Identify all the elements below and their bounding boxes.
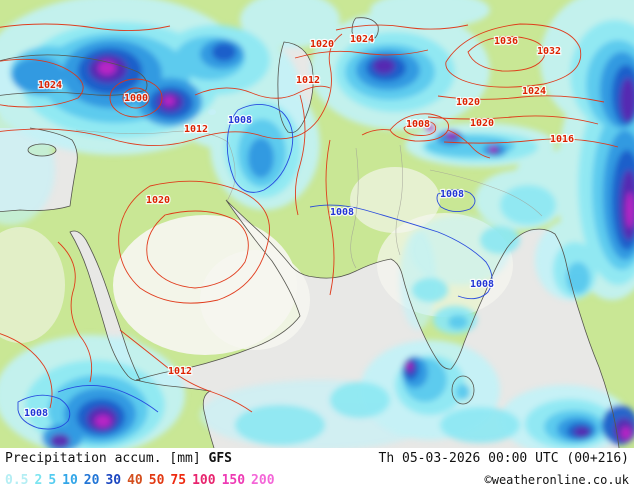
isobar-label: 1012 [296, 75, 320, 86]
precip-legend: 0.5 2 5 10 20 30 40 50 75 100 150 200 [5, 468, 281, 490]
isobar-label: 1008 [24, 408, 48, 419]
isobar-label: 1008 [330, 207, 354, 218]
isobar-label: 1024 [38, 80, 62, 91]
isobar-label: 1012 [168, 366, 192, 377]
legend-value-50: 50 [148, 472, 165, 488]
isobar-label: 1024 [350, 34, 374, 45]
isobar-label: 1024 [522, 86, 546, 97]
isobars-red [0, 23, 619, 413]
coastlines [0, 17, 620, 448]
isobar-label: 1000 [124, 93, 148, 104]
legend-value-150: 150 [221, 472, 246, 488]
legend-value-40: 40 [127, 472, 143, 488]
footer: Precipitation accum. [mm] GFS Th 05-03-2… [0, 448, 634, 490]
legend-value-10: 10 [62, 472, 78, 488]
isobar-label: 1008 [228, 115, 252, 126]
map-units: [mm] [169, 451, 201, 466]
copyright: ©weatheronline.co.uk [484, 472, 630, 487]
isobar-label: 1008 [406, 119, 430, 130]
country-borders [75, 129, 543, 269]
isobar-label: 1020 [456, 97, 480, 108]
isobar-label: 1008 [470, 279, 494, 290]
legend-value-100: 100 [192, 472, 216, 488]
legend-value-20: 20 [83, 472, 100, 488]
isobar-label: 1020 [470, 118, 494, 129]
isobars-blue [17, 104, 493, 430]
isobar-labels: 1024 1000 1012 1020 1020 1024 1012 1008 1036 1032… [23, 33, 575, 420]
map-title: Precipitation accum. [mm] GFS [5, 450, 232, 468]
map-title-text: Precipitation accum. [5, 451, 162, 466]
legend-value-75: 75 [170, 472, 187, 488]
isobar-label: 1020 [310, 39, 334, 50]
precipitation-layer [0, 0, 634, 448]
isobar-label: 1008 [440, 189, 464, 200]
forecast-datetime: Th 05-03-2026 00:00 UTC (00+216) [378, 451, 629, 466]
model-name: GFS [208, 451, 232, 466]
isobar-label: 1032 [537, 46, 561, 57]
isobar-label: 1020 [146, 195, 170, 206]
legend-value-200: 200 [251, 472, 275, 488]
isobar-label: 1036 [494, 36, 518, 47]
weather-map: 1024 1000 1012 1020 1020 1024 1012 1008 1036 1032… [0, 0, 634, 448]
legend-value-0.5: 0.5 [5, 472, 29, 488]
legend-value-30: 30 [105, 472, 122, 488]
legend-value-5: 5 [48, 472, 57, 488]
legend-value-2: 2 [34, 472, 43, 488]
isobar-label: 1012 [184, 124, 208, 135]
isobar-label: 1016 [550, 134, 574, 145]
